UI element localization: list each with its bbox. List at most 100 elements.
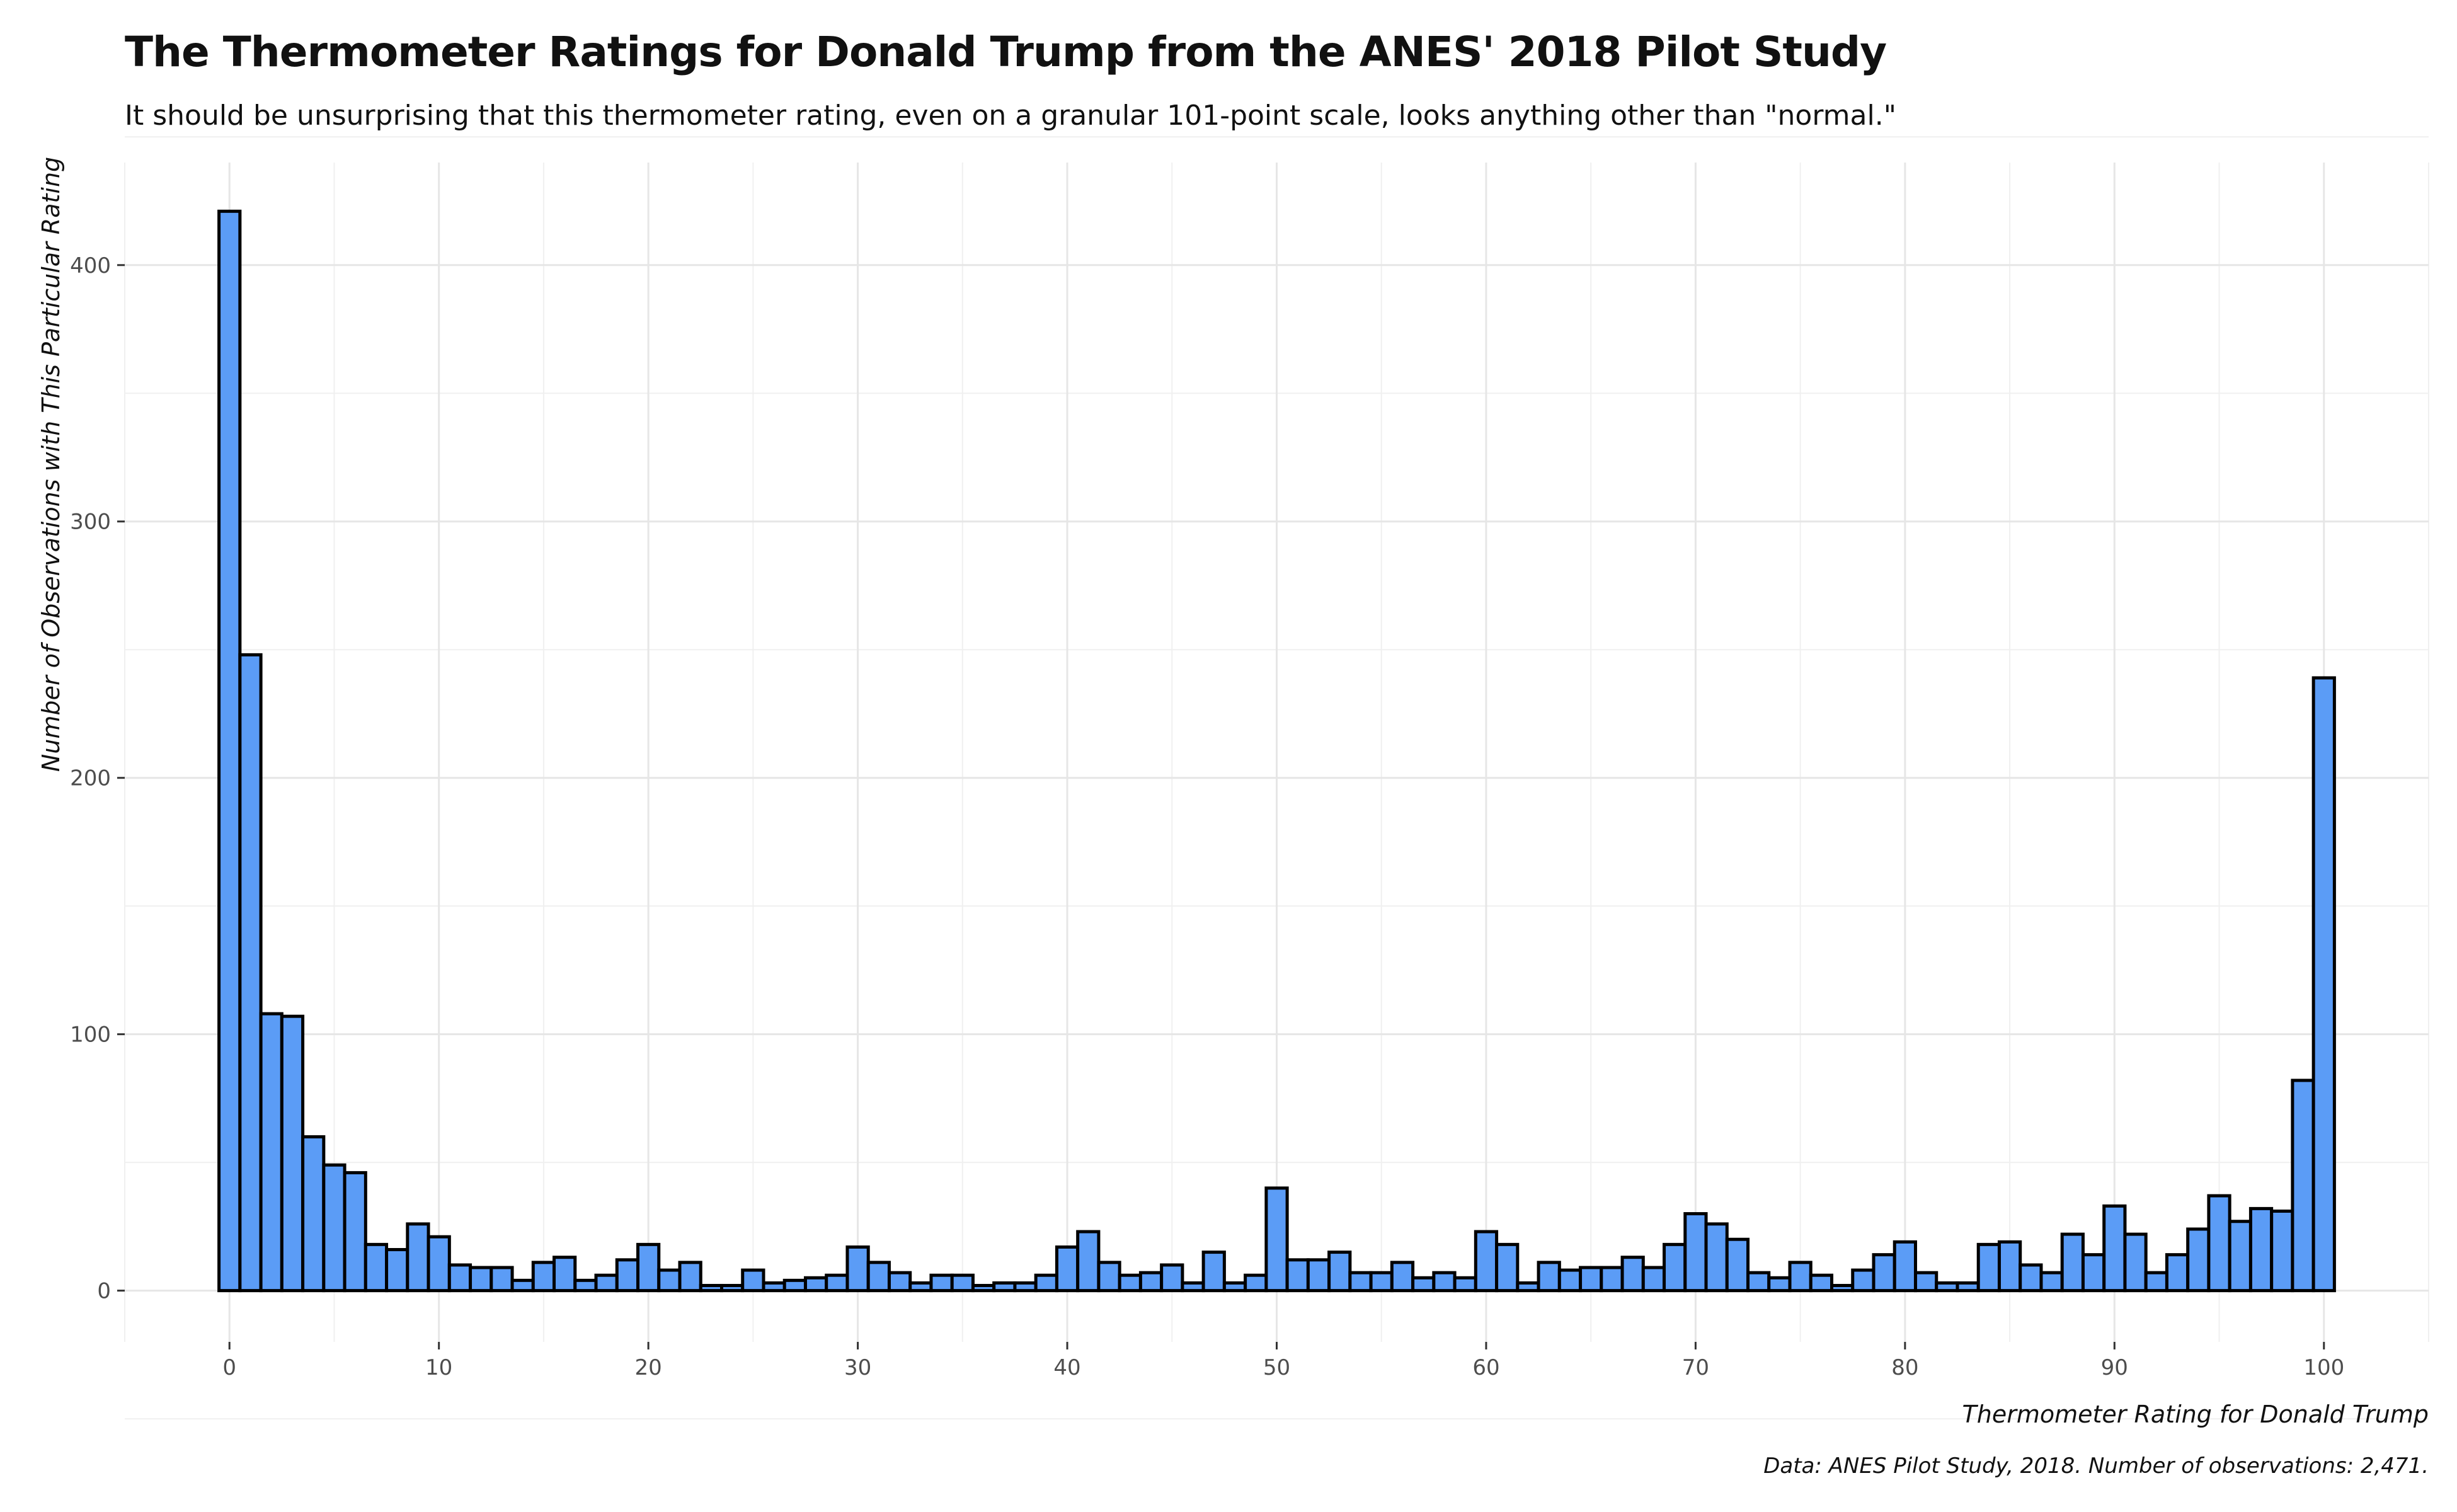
histogram-bar [2039, 1271, 2064, 1293]
histogram-bar [699, 1283, 723, 1293]
histogram-bar [950, 1273, 975, 1293]
y-axis-title: Number of Observations with This Particu… [37, 157, 65, 772]
histogram-bar [908, 1281, 933, 1293]
histogram-bar [2081, 1253, 2106, 1293]
histogram-bar [1976, 1242, 2001, 1293]
histogram-bar [1851, 1268, 1876, 1293]
histogram-bar [1809, 1273, 1834, 1293]
histogram-bar [343, 1171, 367, 1293]
histogram-bar [1788, 1261, 1813, 1293]
histogram-bar [2165, 1253, 2190, 1293]
histogram-bar [1432, 1271, 1457, 1293]
histogram-bar [1285, 1258, 1310, 1293]
histogram-bar [1097, 1261, 1121, 1293]
histogram-bar [636, 1242, 661, 1293]
histogram-bar [1201, 1251, 1226, 1293]
x-tick-label: 100 [2303, 1355, 2344, 1380]
histogram-bar [866, 1261, 891, 1293]
x-tick-label: 40 [1053, 1355, 1080, 1380]
histogram-bar [992, 1281, 1017, 1293]
y-tick-label: 100 [70, 1022, 111, 1048]
histogram-bar [1034, 1273, 1058, 1293]
histogram-bar [385, 1248, 410, 1293]
histogram-bar [1327, 1251, 1352, 1293]
histogram-bar [720, 1283, 745, 1293]
histogram-bar [971, 1283, 996, 1293]
histogram-bar [594, 1273, 619, 1293]
histogram-bar [217, 209, 242, 1293]
histogram-bar [1160, 1263, 1184, 1293]
chart-subtitle: It should be unsurprising that this ther… [125, 100, 1896, 132]
grid-major [125, 163, 2429, 1342]
histogram-bar [406, 1222, 430, 1293]
histogram-bar [2291, 1079, 2315, 1293]
histogram-bar [1683, 1212, 1708, 1293]
histogram-bar [2060, 1232, 2085, 1293]
histogram-bar [1264, 1186, 1289, 1293]
histogram-bar [364, 1242, 389, 1293]
histogram-bar [1055, 1245, 1080, 1293]
x-tick-label: 70 [1682, 1355, 1709, 1380]
x-tick-label: 80 [1891, 1355, 1918, 1380]
histogram-bar [2144, 1271, 2168, 1293]
histogram-bar [2248, 1206, 2274, 1293]
x-axis-title: Thermometer Rating for Donald Trump [1962, 1400, 2429, 1428]
x-tick-label: 90 [2101, 1355, 2128, 1380]
histogram-bar [1453, 1276, 1477, 1293]
histogram-bar [280, 1014, 305, 1293]
histogram-bar [1725, 1237, 1750, 1293]
histogram-bar [1893, 1240, 1917, 1293]
histogram-bar [2019, 1263, 2043, 1293]
x-tick-label: 10 [425, 1355, 452, 1380]
histogram-bar [1830, 1283, 1855, 1293]
histogram-bar [1181, 1281, 1205, 1293]
histogram-bar [1935, 1281, 1959, 1293]
histogram-bar [573, 1278, 598, 1293]
histogram-bar [427, 1235, 451, 1293]
histogram-bar [490, 1266, 514, 1293]
histogram-bar [1620, 1256, 1645, 1293]
histogram-bar [1222, 1281, 1247, 1293]
histogram-bar [510, 1278, 535, 1293]
y-axis-ticks: 0 100 200 300 400 [70, 253, 125, 1304]
histogram-bar [447, 1263, 472, 1293]
histogram-bar [762, 1281, 786, 1293]
histogram-bar [1348, 1271, 1373, 1293]
histogram-bar [1913, 1271, 1939, 1293]
bars [217, 209, 2336, 1293]
histogram-bar [1557, 1268, 1583, 1293]
x-tick-label: 60 [1472, 1355, 1499, 1380]
histogram-bar [1704, 1222, 1729, 1293]
histogram-bar [531, 1261, 556, 1293]
histogram-bar [803, 1276, 828, 1293]
x-tick-label: 50 [1263, 1355, 1290, 1380]
histogram-bar [469, 1266, 493, 1293]
histogram-bar [741, 1268, 765, 1293]
grid-minor [124, 136, 2429, 1420]
histogram-bar [1138, 1271, 1164, 1293]
histogram-bar [657, 1268, 682, 1293]
x-axis-ticks: 0 10 20 30 40 50 60 70 80 90 100 [222, 1342, 2344, 1380]
histogram-bar [1600, 1266, 1624, 1293]
histogram-bar [2102, 1204, 2127, 1293]
histogram-bar [1663, 1242, 1687, 1293]
histogram-bar [1244, 1273, 1268, 1293]
histogram-bar [1537, 1261, 1561, 1293]
histogram-bar [825, 1273, 849, 1293]
histogram-bar [1076, 1230, 1101, 1293]
histogram-bar [2123, 1232, 2148, 1293]
histogram-bar [1746, 1271, 1771, 1293]
x-tick-label: 20 [635, 1355, 662, 1380]
y-tick-label: 0 [97, 1279, 111, 1304]
chart-title: The Thermometer Ratings for Donald Trump… [125, 28, 1887, 76]
y-tick-label: 400 [70, 253, 111, 278]
histogram-bar [1369, 1271, 1394, 1293]
y-tick-label: 300 [70, 510, 111, 535]
histogram-bar [553, 1256, 577, 1293]
histogram-bar [1956, 1281, 1980, 1293]
histogram-bar [1516, 1281, 1540, 1293]
x-tick-label: 30 [844, 1355, 871, 1380]
histogram-bar [615, 1258, 640, 1293]
x-tick-label: 0 [222, 1355, 236, 1380]
